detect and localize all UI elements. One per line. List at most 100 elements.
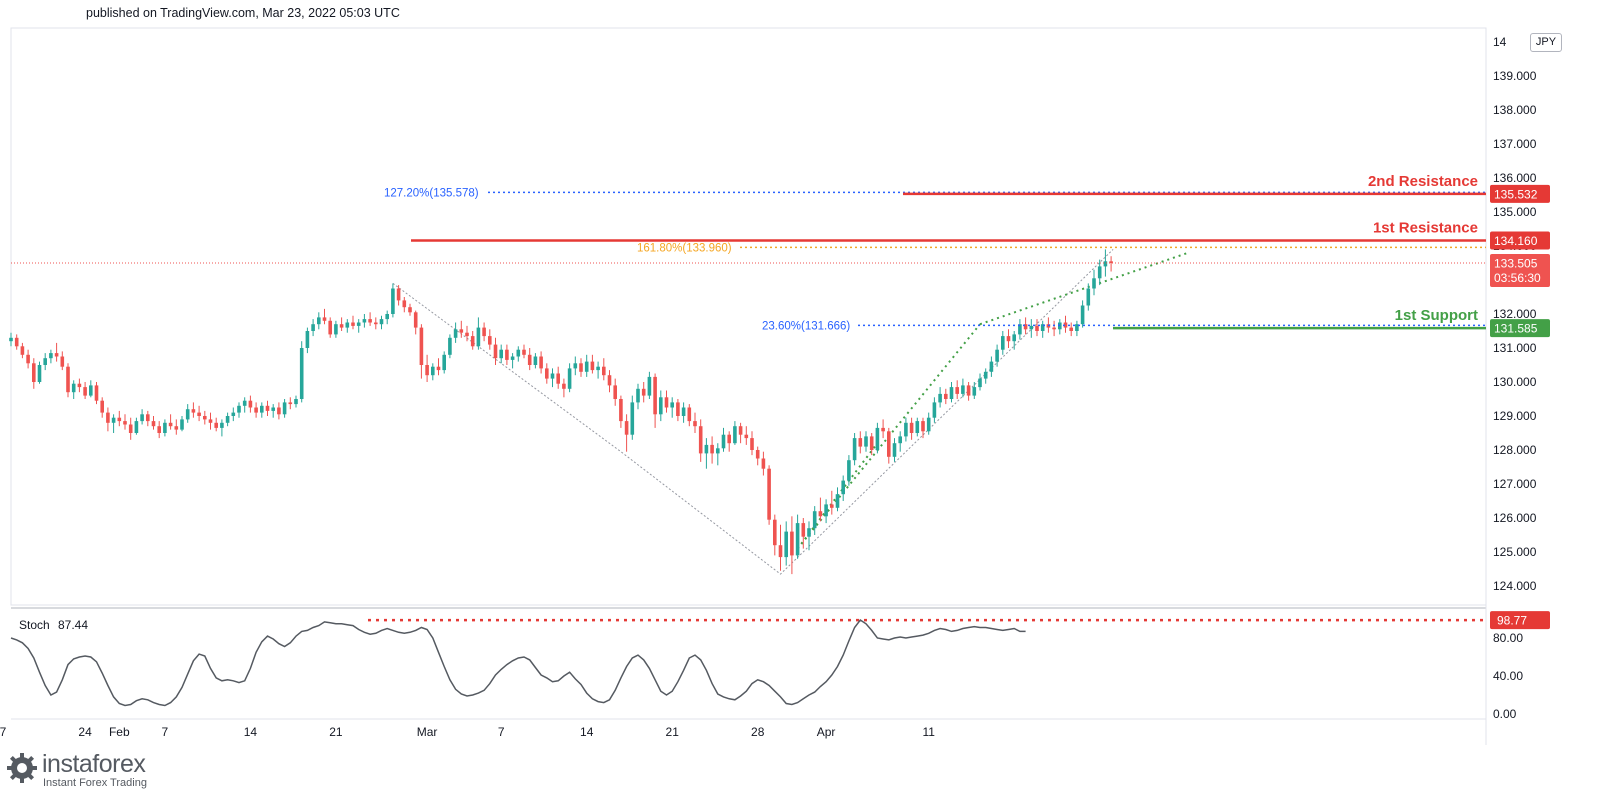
stoch-title: Stoch <box>19 618 50 632</box>
candle-body <box>345 322 350 328</box>
candle-body <box>573 363 578 369</box>
overbought-text: 98.77 <box>1497 614 1527 628</box>
x-tick-label: 14 <box>244 725 258 739</box>
candle-body <box>385 314 389 320</box>
candle-body <box>681 407 686 416</box>
candle-body <box>1029 325 1034 330</box>
candle-body <box>904 422 908 437</box>
candle-body <box>858 438 863 447</box>
candle-body <box>322 317 327 321</box>
candle-body <box>1001 336 1005 350</box>
y-tick-label: 137.000 <box>1493 137 1537 151</box>
candle-body <box>607 375 612 386</box>
candle-body <box>926 417 931 432</box>
candle-body <box>488 336 492 345</box>
candle-body <box>260 405 264 413</box>
x-tick-label: 17 <box>0 725 7 739</box>
candle-body <box>1075 324 1079 331</box>
candle-body <box>641 388 646 396</box>
candle-body <box>128 424 133 433</box>
x-tick-label: Feb <box>109 725 130 739</box>
candle-body <box>505 349 509 360</box>
level-price-text: 131.585 <box>1494 322 1538 336</box>
candle-body <box>1006 336 1011 342</box>
candle-body <box>94 385 99 401</box>
candle-body <box>180 419 184 430</box>
candle-body <box>134 421 139 433</box>
level-price-text: 134.160 <box>1494 234 1538 248</box>
candle-body <box>66 366 70 393</box>
candle-body <box>510 356 515 360</box>
candle-body <box>499 349 503 359</box>
candle-body <box>436 366 441 371</box>
candle-body <box>431 366 435 376</box>
candle-body <box>795 523 800 556</box>
candle-body <box>362 319 367 323</box>
candle-body <box>288 402 293 405</box>
candle-body <box>875 427 880 450</box>
candle-body <box>26 354 30 364</box>
candle-body <box>71 383 76 393</box>
candle-body <box>949 387 954 399</box>
candle-body <box>242 400 247 406</box>
candle-body <box>1040 324 1045 331</box>
last-price-tag <box>1490 254 1550 287</box>
candle-body <box>225 416 230 423</box>
candle-body <box>49 353 53 359</box>
candle-body <box>1035 325 1039 331</box>
candle-body <box>425 365 429 376</box>
candle-body <box>311 324 315 331</box>
candle-body <box>493 344 498 359</box>
candle-body <box>1086 288 1091 306</box>
candle-body <box>727 434 731 444</box>
candle-body <box>847 460 851 481</box>
candle-body <box>83 387 87 396</box>
candle-body <box>1103 261 1108 267</box>
y-tick-label: 127.000 <box>1493 477 1537 491</box>
candle-body <box>254 407 258 413</box>
y-tick-label: 136.000 <box>1493 171 1537 185</box>
main-pane-frame <box>10 27 1487 606</box>
candle-body <box>784 531 788 558</box>
candle-body <box>738 426 743 435</box>
candle-body <box>1092 278 1096 289</box>
candle-body <box>830 504 834 508</box>
candle-body <box>841 480 845 495</box>
y-tick-label: 14 <box>1493 35 1507 49</box>
candle-body <box>294 399 298 405</box>
candle-body <box>670 402 674 408</box>
candle-body <box>32 363 36 382</box>
candle-body <box>163 422 167 433</box>
candle-body <box>773 519 777 546</box>
candle-body <box>317 317 321 325</box>
candle-body <box>391 288 395 314</box>
candle-body <box>60 356 65 367</box>
fib-zigzag-line <box>392 249 1114 575</box>
candle-body <box>961 385 965 394</box>
candle-body <box>106 412 110 423</box>
stoch-y-tick-label: 80.00 <box>1493 631 1523 645</box>
currency-badge[interactable]: JPY <box>1530 33 1562 52</box>
candle-body <box>704 444 709 454</box>
y-tick-label: 124.000 <box>1493 579 1537 593</box>
stoch-value: 87.44 <box>58 618 88 632</box>
candle-body <box>482 327 486 337</box>
candle-body <box>1052 327 1056 330</box>
candle-body <box>852 438 857 461</box>
candle-body <box>938 393 942 403</box>
candle-body <box>676 402 680 416</box>
y-tick-label: 138.000 <box>1493 103 1537 117</box>
instaforex-gear-icon <box>7 753 37 783</box>
candle-body <box>579 363 583 372</box>
candle-body <box>20 346 25 355</box>
candle-body <box>208 419 213 423</box>
candles <box>9 249 1113 575</box>
candle-body <box>562 383 566 389</box>
y-tick-label: 129.000 <box>1493 409 1537 423</box>
candle-body <box>909 422 914 433</box>
candle-body <box>590 361 595 371</box>
y-tick-label: 130.000 <box>1493 375 1537 389</box>
candle-body <box>869 436 874 450</box>
candle-body <box>664 397 669 408</box>
